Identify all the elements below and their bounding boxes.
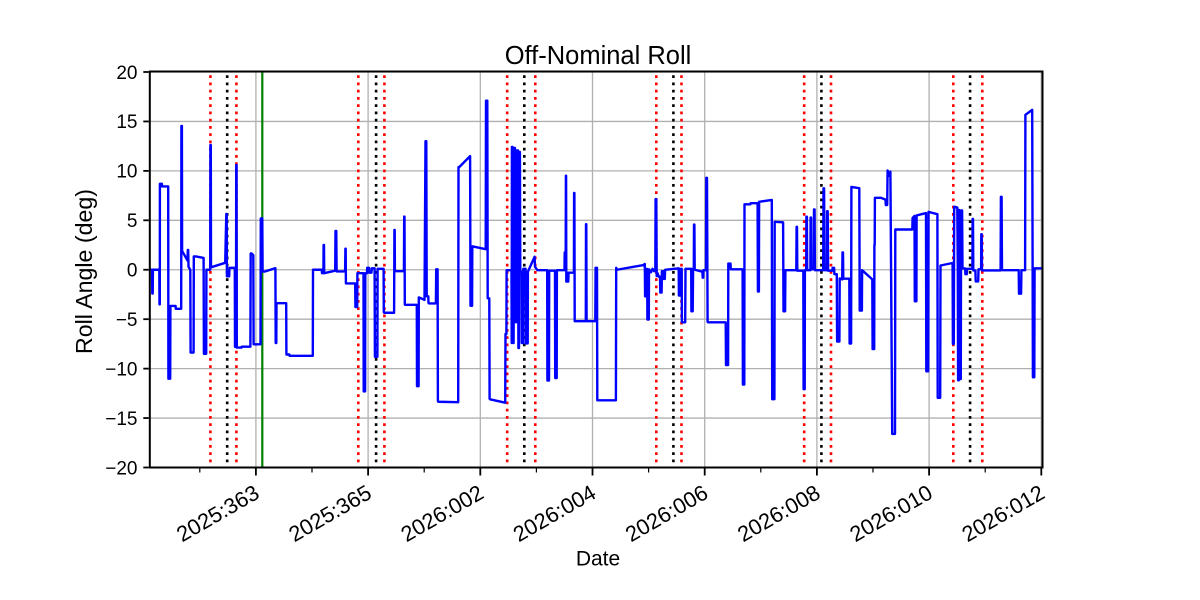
svg-text:−10: −10 (105, 359, 137, 380)
svg-text:15: 15 (116, 112, 137, 133)
svg-text:0: 0 (127, 261, 138, 282)
svg-text:−20: −20 (105, 458, 137, 479)
svg-text:−15: −15 (105, 409, 137, 430)
svg-text:20: 20 (116, 63, 137, 84)
svg-text:Roll Angle (deg): Roll Angle (deg) (71, 189, 97, 354)
svg-text:−5: −5 (116, 310, 138, 331)
svg-text:5: 5 (127, 211, 138, 232)
svg-text:10: 10 (116, 162, 137, 183)
svg-text:Off-Nominal Roll: Off-Nominal Roll (505, 42, 692, 70)
svg-text:Date: Date (576, 548, 620, 571)
